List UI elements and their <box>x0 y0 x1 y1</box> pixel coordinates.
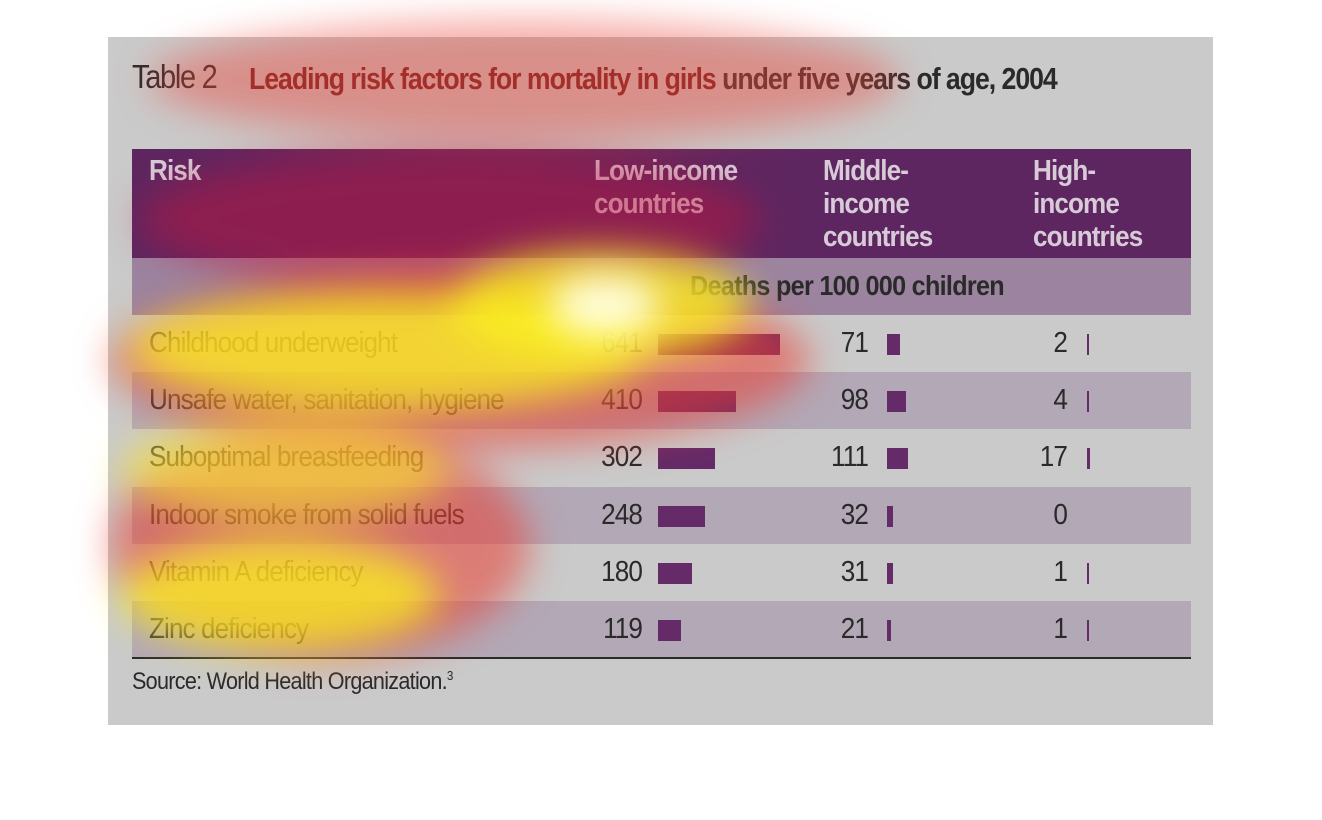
title-rest: under five years of age, 2004 <box>715 61 1058 96</box>
middle-income-value: 31 <box>840 555 869 588</box>
high-income-bar <box>1087 448 1091 470</box>
table-row: Unsafe water, sanitation, hygiene 410 98 4 <box>132 372 1191 430</box>
middle-income-value: 21 <box>840 613 869 645</box>
col-middle-income: Middle- income countries <box>823 155 933 253</box>
col-risk: Risk <box>149 155 201 187</box>
middle-income-bar <box>887 620 891 641</box>
low-income-bar <box>658 448 716 470</box>
risk-label: Indoor smoke from solid fuels <box>149 498 465 531</box>
title-highlight: Leading risk factors for mortality in gi… <box>249 61 717 96</box>
middle-income-bar <box>887 334 901 355</box>
table-row: Childhood underweight 641 71 2 <box>132 315 1191 372</box>
middle-income-value: 32 <box>840 498 869 531</box>
high-income-bar <box>1087 562 1089 584</box>
high-income-value: 1 <box>1053 613 1068 645</box>
high-income-value: 0 <box>1053 498 1068 531</box>
table-title: Leading risk factors for mortality in gi… <box>249 58 1058 100</box>
high-income-value: 4 <box>1053 384 1068 417</box>
high-income-bar <box>1087 334 1089 355</box>
col-low-income: Low-income countries <box>594 155 738 220</box>
source-note: Source: World Health Organization.3 <box>132 668 453 696</box>
high-income-value: 17 <box>1039 441 1068 474</box>
low-income-value: 302 <box>601 441 643 474</box>
low-income-bar <box>658 505 706 527</box>
middle-income-bar <box>887 448 909 470</box>
low-income-bar <box>658 620 681 641</box>
low-income-bar <box>658 562 693 584</box>
low-income-bar <box>658 334 780 355</box>
table-row: Indoor smoke from solid fuels 248 32 0 <box>132 486 1191 544</box>
table-row: Vitamin A deficiency 180 31 1 <box>132 544 1191 601</box>
unit-label: Deaths per 100 000 children <box>690 270 1005 301</box>
middle-income-bar <box>887 391 906 413</box>
middle-income-value: 111 <box>831 441 869 474</box>
low-income-value: 119 <box>603 613 643 645</box>
table-bottom-rule <box>132 657 1191 659</box>
high-income-bar <box>1087 391 1089 413</box>
high-income-value: 1 <box>1053 555 1068 588</box>
table-row: Zinc deficiency 119 21 1 <box>132 601 1191 658</box>
risk-label: Suboptimal breastfeeding <box>149 441 424 474</box>
low-income-value: 248 <box>601 498 643 531</box>
low-income-value: 410 <box>601 384 643 417</box>
middle-income-value: 71 <box>840 327 869 359</box>
source-ref: 3 <box>446 668 454 683</box>
table-header: Risk Low-income countries Middle- income… <box>132 149 1191 258</box>
middle-income-bar <box>887 505 894 527</box>
middle-income-value: 98 <box>840 384 869 417</box>
table-row: Suboptimal breastfeeding 302 111 17 <box>132 429 1191 486</box>
table-label: Table 2 <box>132 58 218 95</box>
risk-label: Unsafe water, sanitation, hygiene <box>149 384 505 417</box>
middle-income-bar <box>887 562 893 584</box>
risk-label: Vitamin A deficiency <box>149 555 364 588</box>
col-high-income: High- income countries <box>1033 155 1143 253</box>
low-income-bar <box>658 391 736 413</box>
low-income-value: 641 <box>601 327 643 359</box>
high-income-value: 2 <box>1053 327 1068 359</box>
risk-label: Childhood underweight <box>149 327 398 359</box>
low-income-value: 180 <box>601 555 643 588</box>
high-income-bar <box>1087 620 1089 641</box>
source-text: Source: World Health Organization. <box>132 668 448 695</box>
risk-label: Zinc deficiency <box>149 613 309 645</box>
unit-row: Deaths per 100 000 children <box>132 258 1191 315</box>
